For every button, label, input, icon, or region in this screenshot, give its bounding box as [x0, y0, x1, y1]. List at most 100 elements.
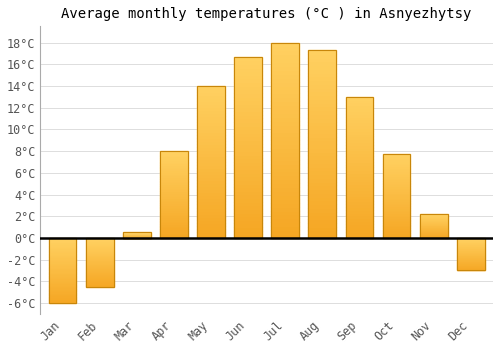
Bar [420, 217, 448, 218]
Bar [308, 170, 336, 174]
Bar [48, 280, 76, 281]
Bar [234, 212, 262, 216]
Bar [308, 204, 336, 208]
Bar [308, 69, 336, 73]
Bar [234, 187, 262, 191]
Bar [86, 257, 114, 258]
Bar [234, 220, 262, 223]
Bar [160, 182, 188, 184]
Bar [160, 229, 188, 231]
Bar [197, 220, 225, 223]
Bar [308, 144, 336, 148]
Bar [197, 110, 225, 113]
Bar [160, 206, 188, 208]
Bar [308, 152, 336, 155]
Bar [160, 156, 188, 158]
Bar [48, 300, 76, 302]
Bar [234, 68, 262, 71]
Bar [86, 266, 114, 267]
Bar [197, 150, 225, 153]
Bar [457, 240, 484, 241]
Bar [197, 168, 225, 171]
Bar [160, 174, 188, 175]
Bar [48, 255, 76, 256]
Bar [160, 231, 188, 233]
Bar [160, 220, 188, 222]
Bar [234, 202, 262, 205]
Bar [234, 173, 262, 176]
Bar [272, 148, 299, 152]
Bar [308, 167, 336, 170]
Bar [308, 58, 336, 61]
Bar [48, 262, 76, 264]
Bar [197, 180, 225, 183]
Bar [382, 216, 410, 218]
Bar [382, 159, 410, 161]
Bar [308, 110, 336, 114]
Bar [346, 105, 374, 108]
Bar [234, 133, 262, 136]
Bar [346, 114, 374, 117]
Bar [272, 203, 299, 206]
Bar [382, 208, 410, 210]
Bar [48, 265, 76, 267]
Bar [272, 101, 299, 105]
Bar [197, 119, 225, 122]
Bar [160, 170, 188, 172]
Bar [346, 212, 374, 215]
Bar [234, 166, 262, 169]
Bar [308, 99, 336, 103]
Bar [234, 176, 262, 180]
Bar [346, 232, 374, 235]
Bar [308, 54, 336, 58]
Bar [234, 104, 262, 107]
Bar [346, 150, 374, 153]
Bar [457, 250, 484, 251]
Bar [382, 236, 410, 238]
Bar [457, 254, 484, 255]
Bar [86, 245, 114, 246]
Bar [272, 156, 299, 160]
Bar [160, 161, 188, 163]
Bar [346, 187, 374, 190]
Bar [48, 243, 76, 244]
Bar [382, 164, 410, 166]
Bar [48, 302, 76, 303]
Bar [160, 215, 188, 217]
Bar [346, 196, 374, 198]
Bar [420, 218, 448, 219]
Bar [272, 43, 299, 47]
Bar [160, 228, 188, 229]
Bar [234, 89, 262, 93]
Bar [234, 169, 262, 173]
Bar [197, 101, 225, 104]
Bar [234, 209, 262, 212]
Bar [272, 117, 299, 121]
Bar [457, 246, 484, 247]
Bar [86, 246, 114, 247]
Bar [382, 154, 410, 238]
Bar [457, 265, 484, 266]
Bar [272, 78, 299, 82]
Bar [346, 159, 374, 162]
Bar [160, 175, 188, 177]
Bar [346, 97, 374, 238]
Bar [382, 158, 410, 159]
Bar [86, 278, 114, 279]
Bar [86, 265, 114, 266]
Bar [346, 148, 374, 150]
Bar [197, 226, 225, 229]
Bar [160, 200, 188, 202]
Bar [308, 76, 336, 80]
Bar [197, 98, 225, 101]
Bar [308, 189, 336, 193]
Bar [234, 107, 262, 111]
Bar [272, 206, 299, 211]
Bar [234, 129, 262, 133]
Bar [234, 71, 262, 75]
Bar [382, 173, 410, 174]
Bar [308, 136, 336, 140]
Bar [457, 247, 484, 248]
Bar [86, 238, 114, 239]
Bar [382, 215, 410, 216]
